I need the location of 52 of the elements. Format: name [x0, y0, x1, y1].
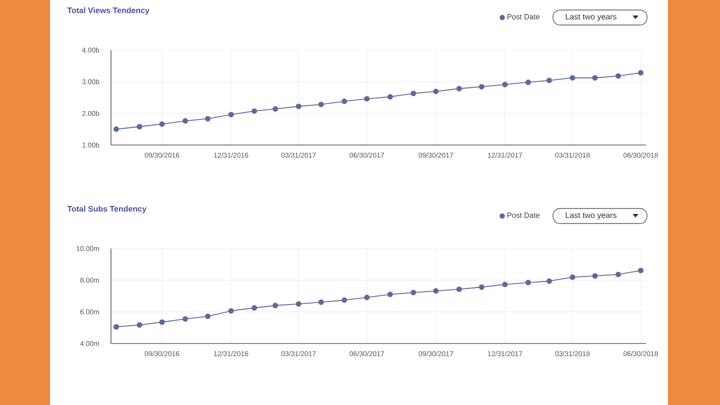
point [228, 112, 234, 118]
point [114, 324, 120, 330]
point [272, 302, 278, 308]
point [182, 316, 188, 322]
point [342, 98, 348, 104]
point [252, 305, 258, 311]
point [159, 319, 165, 325]
point [272, 106, 278, 112]
point [136, 124, 142, 130]
point [387, 94, 393, 100]
point [318, 299, 324, 305]
point [546, 78, 552, 84]
point [478, 84, 484, 90]
text: Last two years [566, 212, 616, 220]
point [433, 88, 439, 94]
point [570, 75, 576, 81]
point [592, 273, 598, 279]
point [410, 90, 416, 96]
point [525, 280, 531, 286]
point [502, 282, 508, 288]
chart-title: Total Subs Tendency [67, 206, 146, 214]
point [478, 284, 484, 290]
point [525, 80, 531, 86]
point [456, 286, 462, 292]
point [456, 86, 462, 92]
point [638, 268, 644, 274]
point [182, 118, 188, 124]
point [342, 297, 348, 303]
point [592, 75, 598, 81]
point [252, 108, 258, 114]
point [296, 301, 302, 307]
point [546, 278, 552, 284]
point [205, 314, 211, 320]
point [502, 82, 508, 88]
point [205, 116, 211, 122]
point [387, 292, 393, 298]
point [410, 290, 416, 296]
point [296, 104, 302, 110]
point [364, 96, 370, 102]
point [228, 308, 234, 314]
point [114, 126, 120, 132]
point [638, 70, 644, 76]
point [433, 288, 439, 294]
point [136, 322, 142, 328]
chart-title: Total Views Tendency [67, 7, 150, 15]
point [615, 73, 621, 79]
point [364, 294, 370, 300]
point [615, 272, 621, 278]
text: Last two years [566, 14, 616, 22]
point [318, 102, 324, 108]
point [159, 121, 165, 127]
point [570, 274, 576, 280]
